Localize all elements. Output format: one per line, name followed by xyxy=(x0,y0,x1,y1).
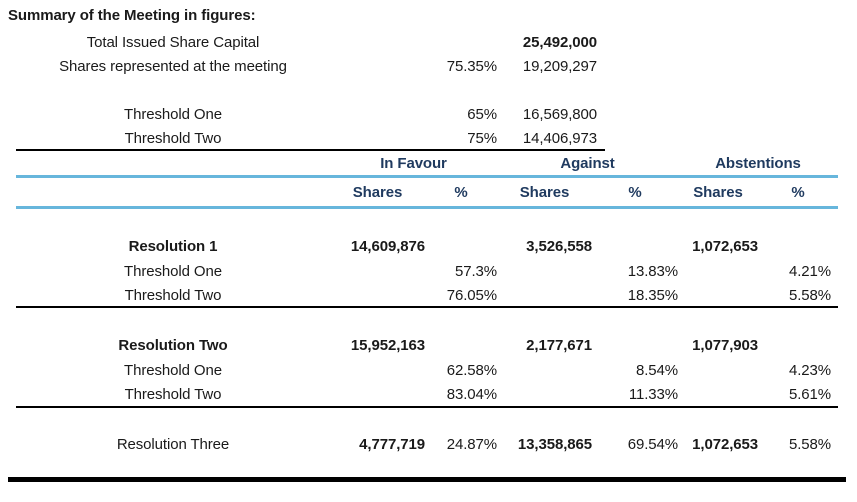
group-header-in-favour: In Favour xyxy=(380,154,447,172)
spacer xyxy=(0,78,857,102)
subheader-against-pct: % xyxy=(628,183,642,201)
threshold-pct: 65% xyxy=(467,106,497,123)
abstain-pct: 4.21% xyxy=(788,263,831,280)
divider-rule-blue xyxy=(16,175,838,178)
favour-shares: 15,952,163 xyxy=(350,337,425,354)
subheader-against-shares: Shares xyxy=(519,183,570,201)
favour-pct: 83.04% xyxy=(446,386,497,403)
abstain-shares: 1,072,653 xyxy=(692,238,758,255)
against-pct: 13.83% xyxy=(627,263,678,280)
resolution-2-row: Resolution Two 15,952,163 2,177,671 1,07… xyxy=(0,333,857,358)
favour-pct: 76.05% xyxy=(446,286,497,304)
resolution-1-threshold-two-row: Threshold Two 76.05% 18.35% 5.58% xyxy=(0,284,857,306)
resolution-2-threshold-two-row: Threshold Two 83.04% 11.33% 5.61% xyxy=(0,383,857,406)
subheader-favour-shares: Shares xyxy=(352,183,403,201)
resolution-2-threshold-one-row: Threshold One 62.58% 8.54% 4.23% xyxy=(0,358,857,383)
summary-row-represented: Shares represented at the meeting 75.35%… xyxy=(0,54,857,78)
favour-pct: 57.3% xyxy=(454,263,497,280)
threshold-label: Threshold One xyxy=(124,362,222,379)
divider-rule-partial xyxy=(16,149,605,151)
spacer xyxy=(0,209,857,234)
spacer xyxy=(0,308,857,333)
favour-shares: 4,777,719 xyxy=(359,436,425,453)
threshold-value: 16,569,800 xyxy=(522,106,597,123)
threshold-label: Threshold One xyxy=(124,106,222,123)
favour-shares: 14,609,876 xyxy=(350,238,425,255)
summary-pct: 75.35% xyxy=(446,57,497,75)
favour-pct: 62.58% xyxy=(446,362,497,379)
abstain-pct: 4.23% xyxy=(788,362,831,379)
resolution-name: Resolution 1 xyxy=(128,238,218,255)
subheader-abstain-shares: Shares xyxy=(693,183,743,201)
summary-value: 19,209,297 xyxy=(522,57,597,75)
resolution-1-threshold-one-row: Threshold One 57.3% 13.83% 4.21% xyxy=(0,259,857,284)
threshold-label: Threshold One xyxy=(124,263,222,280)
group-header-against: Against xyxy=(560,154,615,172)
against-shares: 3,526,558 xyxy=(526,238,592,255)
subheader-favour-pct: % xyxy=(454,183,468,201)
abstain-pct: 5.58% xyxy=(788,436,831,453)
table-subheader-row: Shares % Shares % Shares % xyxy=(0,178,857,206)
summary-label: Shares represented at the meeting xyxy=(59,57,287,75)
summary-label: Total Issued Share Capital xyxy=(86,33,260,51)
page-title: Summary of the Meeting in figures: xyxy=(8,7,256,24)
against-pct: 69.54% xyxy=(627,436,678,453)
against-pct: 11.33% xyxy=(628,386,678,403)
resolution-1-row: Resolution 1 14,609,876 3,526,558 1,072,… xyxy=(0,234,857,259)
abstain-pct: 5.61% xyxy=(788,386,831,403)
divider-rule-blue xyxy=(16,206,838,209)
divider-rule-black xyxy=(16,406,838,408)
against-shares: 13,358,865 xyxy=(517,436,592,453)
divider-rule-black xyxy=(16,306,838,308)
spacer xyxy=(0,408,857,432)
against-pct: 8.54% xyxy=(635,362,678,379)
summary-row-total-capital: Total Issued Share Capital 25,492,000 xyxy=(0,30,857,54)
resolution-3-row: Resolution Three 4,777,719 24.87% 13,358… xyxy=(0,432,857,457)
threshold-one-row: Threshold One 65% 16,569,800 xyxy=(0,102,857,127)
against-shares: 2,177,671 xyxy=(526,337,592,354)
threshold-two-row: Threshold Two 75% 14,406,973 xyxy=(0,127,857,149)
resolution-name: Resolution Three xyxy=(116,436,230,453)
threshold-pct: 75% xyxy=(467,129,497,147)
against-pct: 18.35% xyxy=(627,286,678,304)
summary-value: 25,492,000 xyxy=(522,33,597,51)
spacer xyxy=(0,457,857,477)
table-group-header-row: In Favour Against Abstentions xyxy=(0,151,857,175)
threshold-value: 14,406,973 xyxy=(522,129,597,147)
bottom-rule-thick xyxy=(8,477,846,482)
group-header-abstentions: Abstentions xyxy=(715,154,801,172)
threshold-label: Threshold Two xyxy=(124,386,222,403)
abstain-shares: 1,072,653 xyxy=(692,436,758,453)
threshold-label: Threshold Two xyxy=(124,286,222,304)
threshold-label: Threshold Two xyxy=(124,129,222,147)
subheader-abstain-pct: % xyxy=(791,183,805,201)
abstain-shares: 1,077,903 xyxy=(692,337,758,354)
resolution-name: Resolution Two xyxy=(118,337,228,354)
favour-pct: 24.87% xyxy=(446,436,497,453)
abstain-pct: 5.58% xyxy=(788,286,831,304)
